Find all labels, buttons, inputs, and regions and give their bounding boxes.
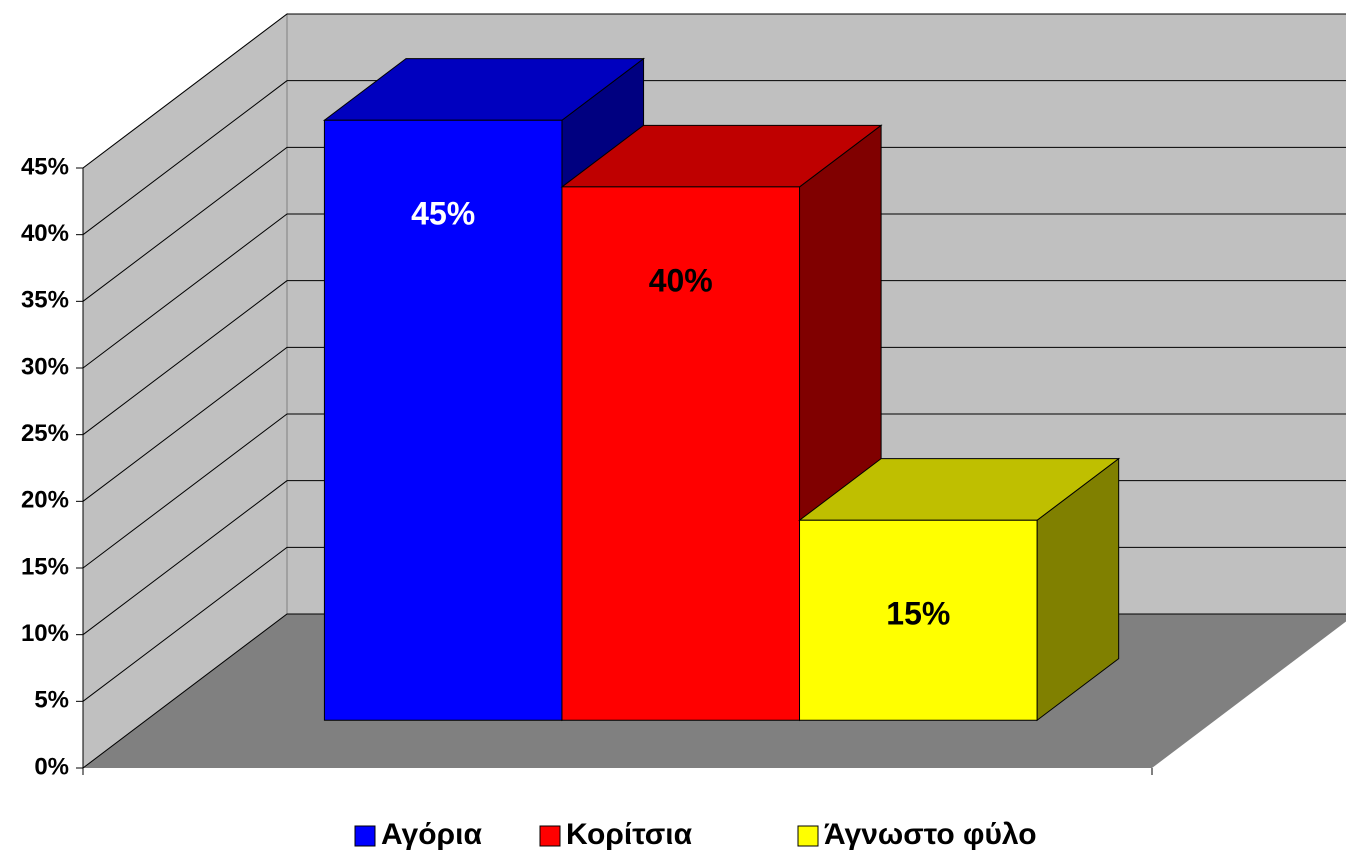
grid-line (82, 13, 1346, 169)
legend-swatch (797, 825, 819, 847)
legend-label: Αγόρια (381, 818, 482, 851)
bar (799, 519, 1038, 721)
legend-swatch (354, 825, 376, 847)
bar (323, 119, 563, 721)
value-label: 15% (886, 596, 950, 632)
y-tick-label: 20% (21, 487, 69, 514)
y-tick-label: 10% (21, 620, 69, 647)
grid-line (82, 80, 1346, 236)
y-tick-label: 15% (21, 553, 69, 580)
y-tick-label: 5% (34, 687, 69, 714)
grid-line (82, 146, 1346, 302)
legend-label: Κορίτσια (566, 818, 693, 851)
y-tick-label: 25% (21, 420, 69, 447)
grid-line (82, 413, 1346, 569)
y-tick-label: 35% (21, 287, 69, 314)
grid-line (82, 213, 1346, 369)
y-tick-label: 40% (21, 220, 69, 247)
y-tick-label: 0% (34, 753, 69, 780)
legend-swatch (539, 825, 561, 847)
y-tick-label: 30% (21, 353, 69, 380)
grid-line (82, 280, 1346, 436)
legend-label: Άγνωστο φύλο (824, 818, 1037, 851)
bar (561, 186, 801, 721)
value-label: 40% (649, 262, 713, 298)
grid-line (82, 346, 1346, 502)
y-tick-label: 45% (21, 153, 69, 180)
value-label: 45% (411, 196, 475, 232)
